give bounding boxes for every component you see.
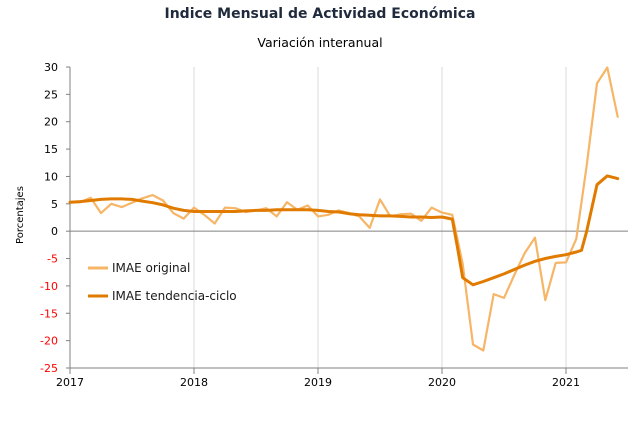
legend: IMAE original IMAE tendencia-ciclo	[88, 261, 237, 303]
x-tick-label-2017: 2017	[56, 376, 84, 389]
series-line-imae-original	[68, 66, 619, 352]
chart-subtitle: Variación interanual	[257, 35, 383, 50]
y-tick-label-0: 0	[51, 225, 58, 238]
y-tick-label-5: 5	[51, 198, 58, 211]
y-tick-label-10: 10	[44, 170, 58, 183]
y-tick-label--15: -15	[40, 307, 58, 320]
x-tick-label-2018: 2018	[180, 376, 208, 389]
y-tick-label--25: -25	[40, 362, 58, 375]
x-tick-label-2020: 2020	[428, 376, 456, 389]
axes	[66, 66, 628, 374]
y-tick-label-25: 25	[44, 88, 58, 101]
x-tick-label-2019: 2019	[304, 376, 332, 389]
y-tick-label--10: -10	[40, 280, 58, 293]
legend-label-trend: IMAE tendencia-ciclo	[112, 289, 237, 303]
legend-label-original: IMAE original	[112, 261, 190, 275]
x-tick-label-2021: 2021	[552, 376, 580, 389]
chart-title: Indice Mensual de Actividad Económica	[164, 6, 476, 22]
y-tick-labels: 30 25 20 15 10 5 0 -5 -10 -15 -20 -25	[40, 61, 58, 375]
x-tick-labels: 2017 2018 2019 2020 2021	[56, 376, 580, 389]
y-axis-label: Porcentajes	[15, 186, 26, 244]
series-lines	[68, 66, 620, 352]
gridlines	[193, 67, 567, 368]
y-tick-label-30: 30	[44, 61, 58, 74]
y-tick-label-20: 20	[44, 116, 58, 129]
y-tick-label--20: -20	[40, 335, 58, 348]
series-line-imae-tendencia-ciclo	[68, 174, 620, 287]
y-tick-label--5: -5	[47, 253, 58, 266]
y-tick-label-15: 15	[44, 143, 58, 156]
